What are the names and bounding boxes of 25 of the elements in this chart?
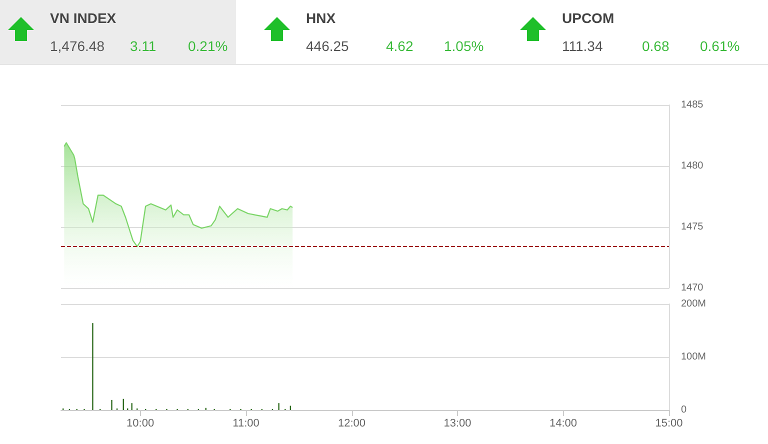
text: 1.05% xyxy=(444,38,484,54)
y-tick-label: 0 xyxy=(681,404,687,416)
text: 446.25 xyxy=(306,38,349,54)
x-tick-label: 10:00 xyxy=(126,418,154,430)
text: 4.62 xyxy=(386,38,414,54)
y-tick-label: 1485 xyxy=(681,100,704,110)
x-tick-label: 15:00 xyxy=(655,418,683,430)
y-tick-label: 100M xyxy=(681,352,706,362)
y-tick-label: 200M xyxy=(681,298,706,310)
text: HNX xyxy=(306,10,336,26)
text: VN INDEX xyxy=(50,10,116,26)
text: 3.11 xyxy=(130,38,156,54)
text: 0.21% xyxy=(188,38,228,54)
y-tick-label: 1475 xyxy=(681,222,704,232)
x-tick-label: 14:00 xyxy=(549,418,578,430)
text: 0.61% xyxy=(700,38,740,54)
y-tick-label: 1470 xyxy=(681,282,704,294)
text: 0.68 xyxy=(642,38,670,54)
x-tick-label: 13:00 xyxy=(444,418,472,430)
text: UPCOM xyxy=(562,10,614,26)
x-tick-label: 11:00 xyxy=(232,418,260,430)
x-tick-label: 12:00 xyxy=(338,418,366,430)
y-tick-label: 1480 xyxy=(681,160,704,172)
text: 111.34 xyxy=(562,38,603,54)
text: 1,476.48 xyxy=(50,38,104,54)
